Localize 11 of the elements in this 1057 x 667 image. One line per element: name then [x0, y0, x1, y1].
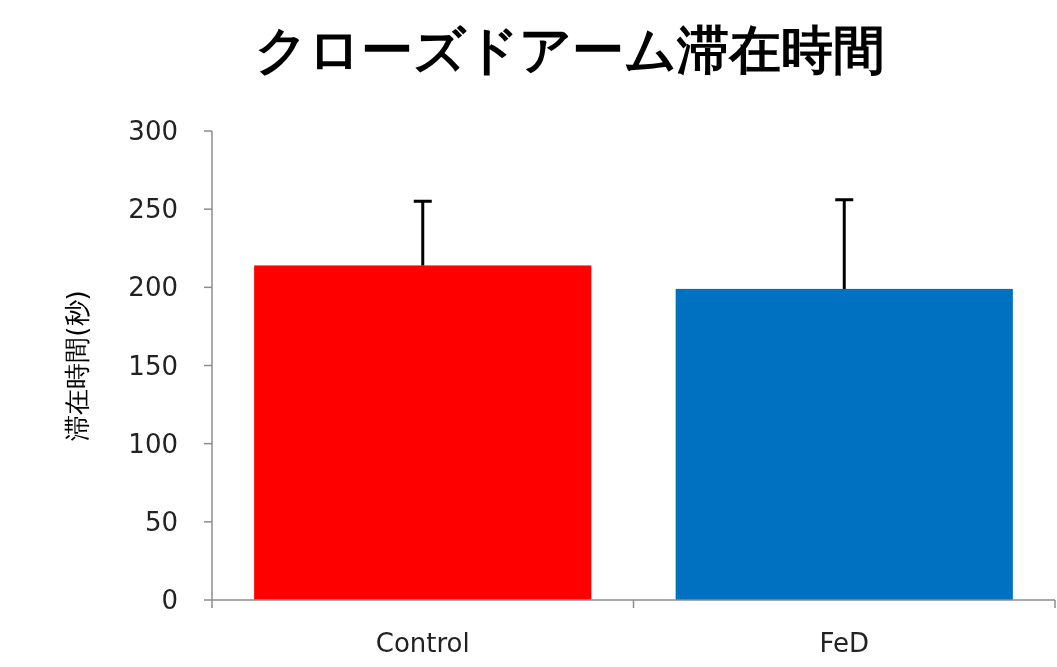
- y-tick-label: 250: [128, 194, 178, 225]
- chart-title: クローズドアーム滞在時間: [255, 20, 885, 80]
- x-tick-label: FeD: [819, 628, 870, 658]
- y-tick-label: 300: [128, 116, 178, 146]
- y-tick-label: 50: [144, 506, 178, 537]
- x-tick-label: Control: [375, 628, 470, 658]
- y-axis-title: 滞在時間(秒): [62, 290, 92, 441]
- y-tick-label: 100: [128, 428, 178, 459]
- y-tick-label: 0: [161, 585, 178, 615]
- y-tick-label: 200: [128, 272, 178, 303]
- y-tick-label: 150: [128, 350, 178, 381]
